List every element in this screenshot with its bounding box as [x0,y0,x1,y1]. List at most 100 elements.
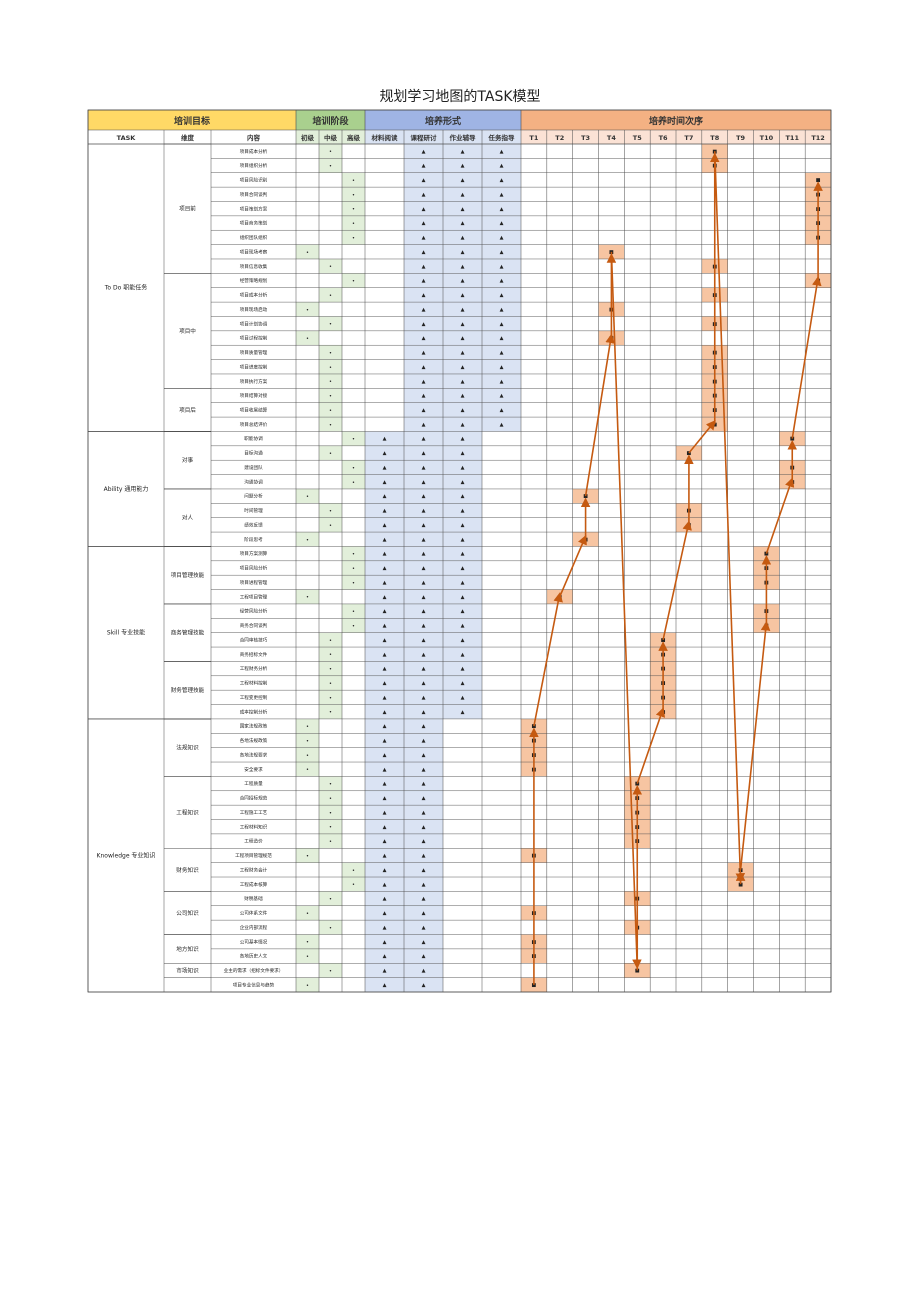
time-mark: ■ [661,637,666,643]
form-mark: ▲ [461,436,465,442]
form-mark: ▲ [422,867,426,873]
form-cell [404,575,443,590]
form-mark: ▲ [500,192,504,198]
stage-mark: • [306,336,309,342]
form-cell [482,302,521,317]
form-mark: ▲ [422,307,426,313]
form-mark: ▲ [461,264,465,270]
subgroup-label-13: 市场知识 [176,966,199,974]
form-cell [365,704,404,719]
form-cell [482,388,521,403]
form-mark: ▲ [422,695,426,701]
form-mark: ▲ [422,724,426,730]
stage-mark: • [329,523,332,529]
form-cell [482,273,521,288]
header-target-band [88,110,296,130]
row-content-label: 项目总结评价 [240,421,268,428]
form-cell [443,201,482,216]
form-mark: ▲ [383,896,387,902]
time-mark: ■ [738,882,743,888]
form-mark: ▲ [461,609,465,615]
form-mark: ▲ [461,451,465,457]
stage-mark: • [329,782,332,788]
form-mark: ▲ [422,752,426,758]
stage-cell [319,790,342,806]
form-cell [404,603,443,619]
stage-mark: • [306,940,309,946]
form-mark: ▲ [383,465,387,471]
form-mark: ▲ [500,407,504,413]
form-cell [482,172,521,188]
form-mark: ▲ [461,709,465,715]
subheader-dimension: 维度 [181,133,195,142]
form-mark: ▲ [461,422,465,428]
form-mark: ▲ [500,307,504,313]
stage-mark: • [306,954,309,960]
form-mark: ▲ [422,508,426,514]
stage-mark: • [306,738,309,744]
form-mark: ▲ [461,695,465,701]
time-arrow [636,707,666,784]
form-cell [443,158,482,173]
stage-cell [296,733,319,748]
form-mark: ▲ [383,853,387,859]
form-mark: ▲ [422,206,426,212]
stage-cell [319,258,342,274]
form-cell [365,690,404,705]
stage-cell [296,244,319,259]
form-mark: ▲ [383,695,387,701]
form-cell [365,460,404,475]
form-mark: ▲ [422,321,426,327]
form-mark: ▲ [422,178,426,184]
form-cell [404,373,443,389]
stage-cell [296,934,319,949]
stage-cell [319,661,342,676]
stage-mark: • [329,422,332,428]
stage-mark: • [306,595,309,601]
form-mark: ▲ [422,422,426,428]
time-cell [676,445,702,461]
form-cell [365,762,404,777]
subheader-time-t5: T5 [633,134,642,142]
form-cell [404,187,443,202]
subheader-time-t8: T8 [710,134,719,142]
row-content-label: 工程造价 [244,838,263,845]
form-cell [365,503,404,518]
form-cell [404,661,443,676]
form-cell [365,963,404,978]
time-arrow [765,477,795,554]
form-cell [404,977,443,992]
form-mark: ▲ [461,623,465,629]
row-content-label: 项目质量管理 [240,349,268,356]
stage-mark: • [306,307,309,313]
row-content-label: 项目风险识别 [240,177,268,184]
time-arrow [713,151,746,883]
form-mark: ▲ [422,278,426,284]
subgroup-label-3: 对事 [182,456,194,464]
form-cell [482,258,521,274]
form-cell [482,316,521,331]
row-content-label: 工程项目管理 [240,593,268,600]
row-content-label: 项目收尾结算 [240,406,268,413]
row-content-label: 国家法规政策 [240,723,268,730]
form-cell [443,589,482,604]
form-cell [482,287,521,303]
form-cell [404,891,443,906]
form-mark: ▲ [422,796,426,802]
form-mark: ▲ [422,293,426,299]
stage-mark: • [306,250,309,256]
form-cell [443,503,482,518]
time-mark: ■ [635,968,640,974]
stage-mark: • [306,537,309,543]
time-arrow [688,420,716,454]
form-cell [365,819,404,834]
stage-cell [342,560,365,576]
form-cell [443,532,482,547]
form-cell [365,920,404,935]
row-content-label: 工程施工工艺 [240,809,268,816]
form-mark: ▲ [422,738,426,744]
category-label-0: To Do 职能任务 [104,284,147,292]
form-cell [404,920,443,935]
form-mark: ▲ [422,824,426,830]
form-mark: ▲ [461,479,465,485]
